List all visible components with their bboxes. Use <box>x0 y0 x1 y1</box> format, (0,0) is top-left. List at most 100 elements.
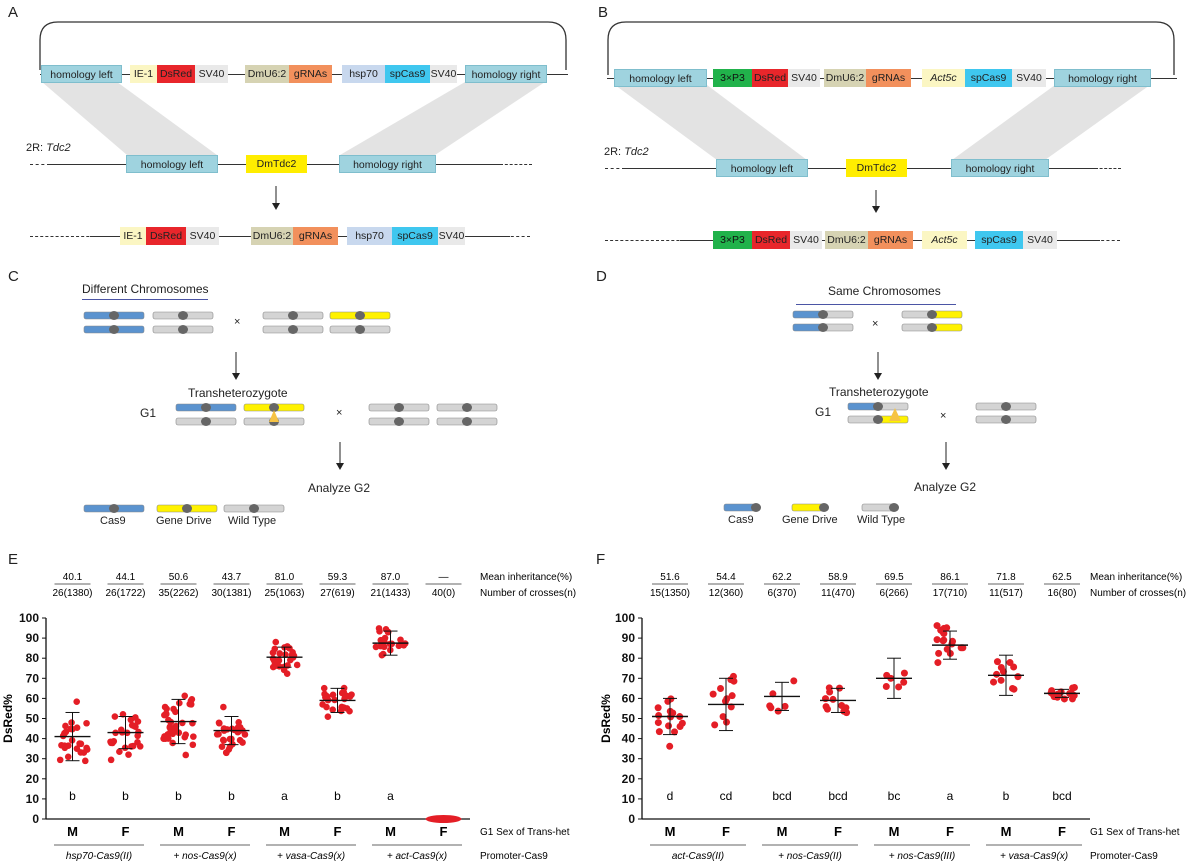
e-ytick-label-70: 70 <box>26 671 40 685</box>
d-p0-a-centromere <box>818 310 828 319</box>
e-point-5-4 <box>320 684 328 692</box>
c-p1-wt-a <box>262 311 324 320</box>
dmu6-b: DmU6:2 <box>824 69 866 87</box>
e-point-3-28 <box>218 743 226 751</box>
f-point-1-5 <box>709 690 717 698</box>
panel-label-e: E <box>8 551 19 568</box>
result-dsred-a: DsRed <box>146 227 186 245</box>
f-ytick-label-30: 30 <box>622 752 636 766</box>
panel-label-b: B <box>598 4 609 21</box>
d-legend-wild-chrom <box>861 503 899 512</box>
e-letter-2: b <box>175 789 182 803</box>
e-sex-label: G1 Sex of Trans-het <box>480 827 570 838</box>
f-ytick-label-60: 60 <box>622 691 636 705</box>
panel-label-c: C <box>8 268 19 285</box>
d-g1-conversion-mark <box>889 408 901 421</box>
f-ytick-label-0: 0 <box>628 812 635 826</box>
c-p0-cas9-a <box>83 311 145 320</box>
c-g1-wt-d-centromere <box>462 417 472 426</box>
e-point-6-19 <box>398 640 406 648</box>
c-p0-cas9-b-centromere <box>109 325 119 334</box>
e-promoter-label: Promoter-Cas9 <box>480 851 548 862</box>
result-spcas9-b: spCas9 <box>975 231 1023 249</box>
f-mean-5: 86.1 <box>940 572 960 583</box>
e-sex-6: M <box>385 824 396 839</box>
d-g1-wt-a <box>975 402 1037 411</box>
cross-c-trans: Transheterozygote <box>188 386 288 400</box>
e-point-0-13 <box>56 756 64 764</box>
homology-left-b: homology left <box>614 69 707 87</box>
sv40-a: SV40 <box>195 65 228 83</box>
e-mean-0: 40.1 <box>63 572 83 583</box>
e-point-3-18 <box>220 703 227 711</box>
e-point-2-30 <box>169 739 176 747</box>
c-g1-conversion-mark <box>269 410 279 422</box>
f-promoter-2: + nos-Cas9(III) <box>889 851 955 862</box>
e-point-2-32 <box>190 733 197 740</box>
e-point-2-27 <box>166 723 174 730</box>
f-n-6: 11(517) <box>989 588 1023 599</box>
hsp70-a: hsp70 <box>342 65 385 83</box>
locus-label-a: 2R: Tdc2 <box>26 142 71 154</box>
panel-label-a: A <box>8 4 19 21</box>
f-ytick-label-50: 50 <box>622 712 636 726</box>
f-sex-3: F <box>834 824 842 839</box>
locus-dash-right-a <box>500 164 532 165</box>
3xp3-b: 3×P3 <box>713 69 752 87</box>
e-n-1: 26(1722) <box>105 588 145 599</box>
f-point-1-10 <box>717 685 725 693</box>
f-promoter-0: act-Cas9(II) <box>672 851 724 862</box>
f-letter-2: bcd <box>772 789 791 803</box>
e-mean-7: — <box>439 572 449 583</box>
c-legend-drive-chrom-centromere <box>182 504 192 513</box>
e-point-5-24 <box>329 706 337 714</box>
f-n-3: 11(470) <box>821 588 855 599</box>
f-point-5-12 <box>948 640 956 648</box>
e-n-7: 40(0) <box>432 588 455 599</box>
f-point-5-8 <box>940 636 948 644</box>
e-ytick-label-40: 40 <box>26 732 40 746</box>
e-point-1-13 <box>134 732 141 740</box>
ie1-a: IE-1 <box>130 65 157 83</box>
f-ytick-label-70: 70 <box>622 671 636 685</box>
spcas9-a: spCas9 <box>385 65 430 83</box>
c-g1-wt-d <box>436 417 498 426</box>
f-mean-7: 62.5 <box>1052 572 1072 583</box>
f-point-0-3 <box>655 712 663 720</box>
e-point-2-15 <box>181 692 189 700</box>
f-n-4: 6(266) <box>880 588 909 599</box>
d-g1-b-centromere <box>873 415 883 424</box>
f-mean-2: 62.2 <box>772 572 792 583</box>
e-mean-5: 59.3 <box>328 572 348 583</box>
f-point-3-7 <box>825 684 833 692</box>
result-hsp70-a: hsp70 <box>347 227 392 245</box>
e-point-2-19 <box>176 699 183 707</box>
e-point-4-14 <box>269 649 277 656</box>
locus-label-b: 2R: Tdc2 <box>604 146 649 158</box>
result-dash-left-a <box>30 236 120 237</box>
e-letter-6: a <box>387 789 394 803</box>
f-sex-label: G1 Sex of Trans-het <box>1090 827 1180 838</box>
c-arrow-2-head <box>336 463 344 470</box>
result-sv40-2-b: SV40 <box>1023 231 1057 249</box>
f-point-5-11 <box>934 659 942 667</box>
locus-dmtdc2-b: DmTdc2 <box>846 159 907 177</box>
result-grnas-b: gRNAs <box>868 231 913 249</box>
e-point-3-29 <box>213 731 221 738</box>
sv40-2-b: SV40 <box>1012 69 1046 87</box>
c-g1-cas9-a <box>175 403 237 412</box>
f-point-1-9 <box>719 713 727 721</box>
locus-homology-right-a: homology right <box>339 155 436 173</box>
e-mean-2: 50.6 <box>169 572 189 583</box>
c-g1-wt-c-centromere <box>462 403 472 412</box>
e-sex-1: F <box>122 824 130 839</box>
e-ytick-label-0: 0 <box>32 812 39 826</box>
e-point-1-16 <box>119 711 127 718</box>
f-point-6-4 <box>1008 684 1016 692</box>
e-point-2-5 <box>182 751 190 759</box>
cross-d-trans: Transheterozygote <box>829 385 929 399</box>
e-point-0-14 <box>73 745 81 753</box>
f-point-5-5 <box>933 636 941 644</box>
act5c-b: Act5c <box>922 69 965 87</box>
f-point-6-2 <box>997 676 1005 684</box>
